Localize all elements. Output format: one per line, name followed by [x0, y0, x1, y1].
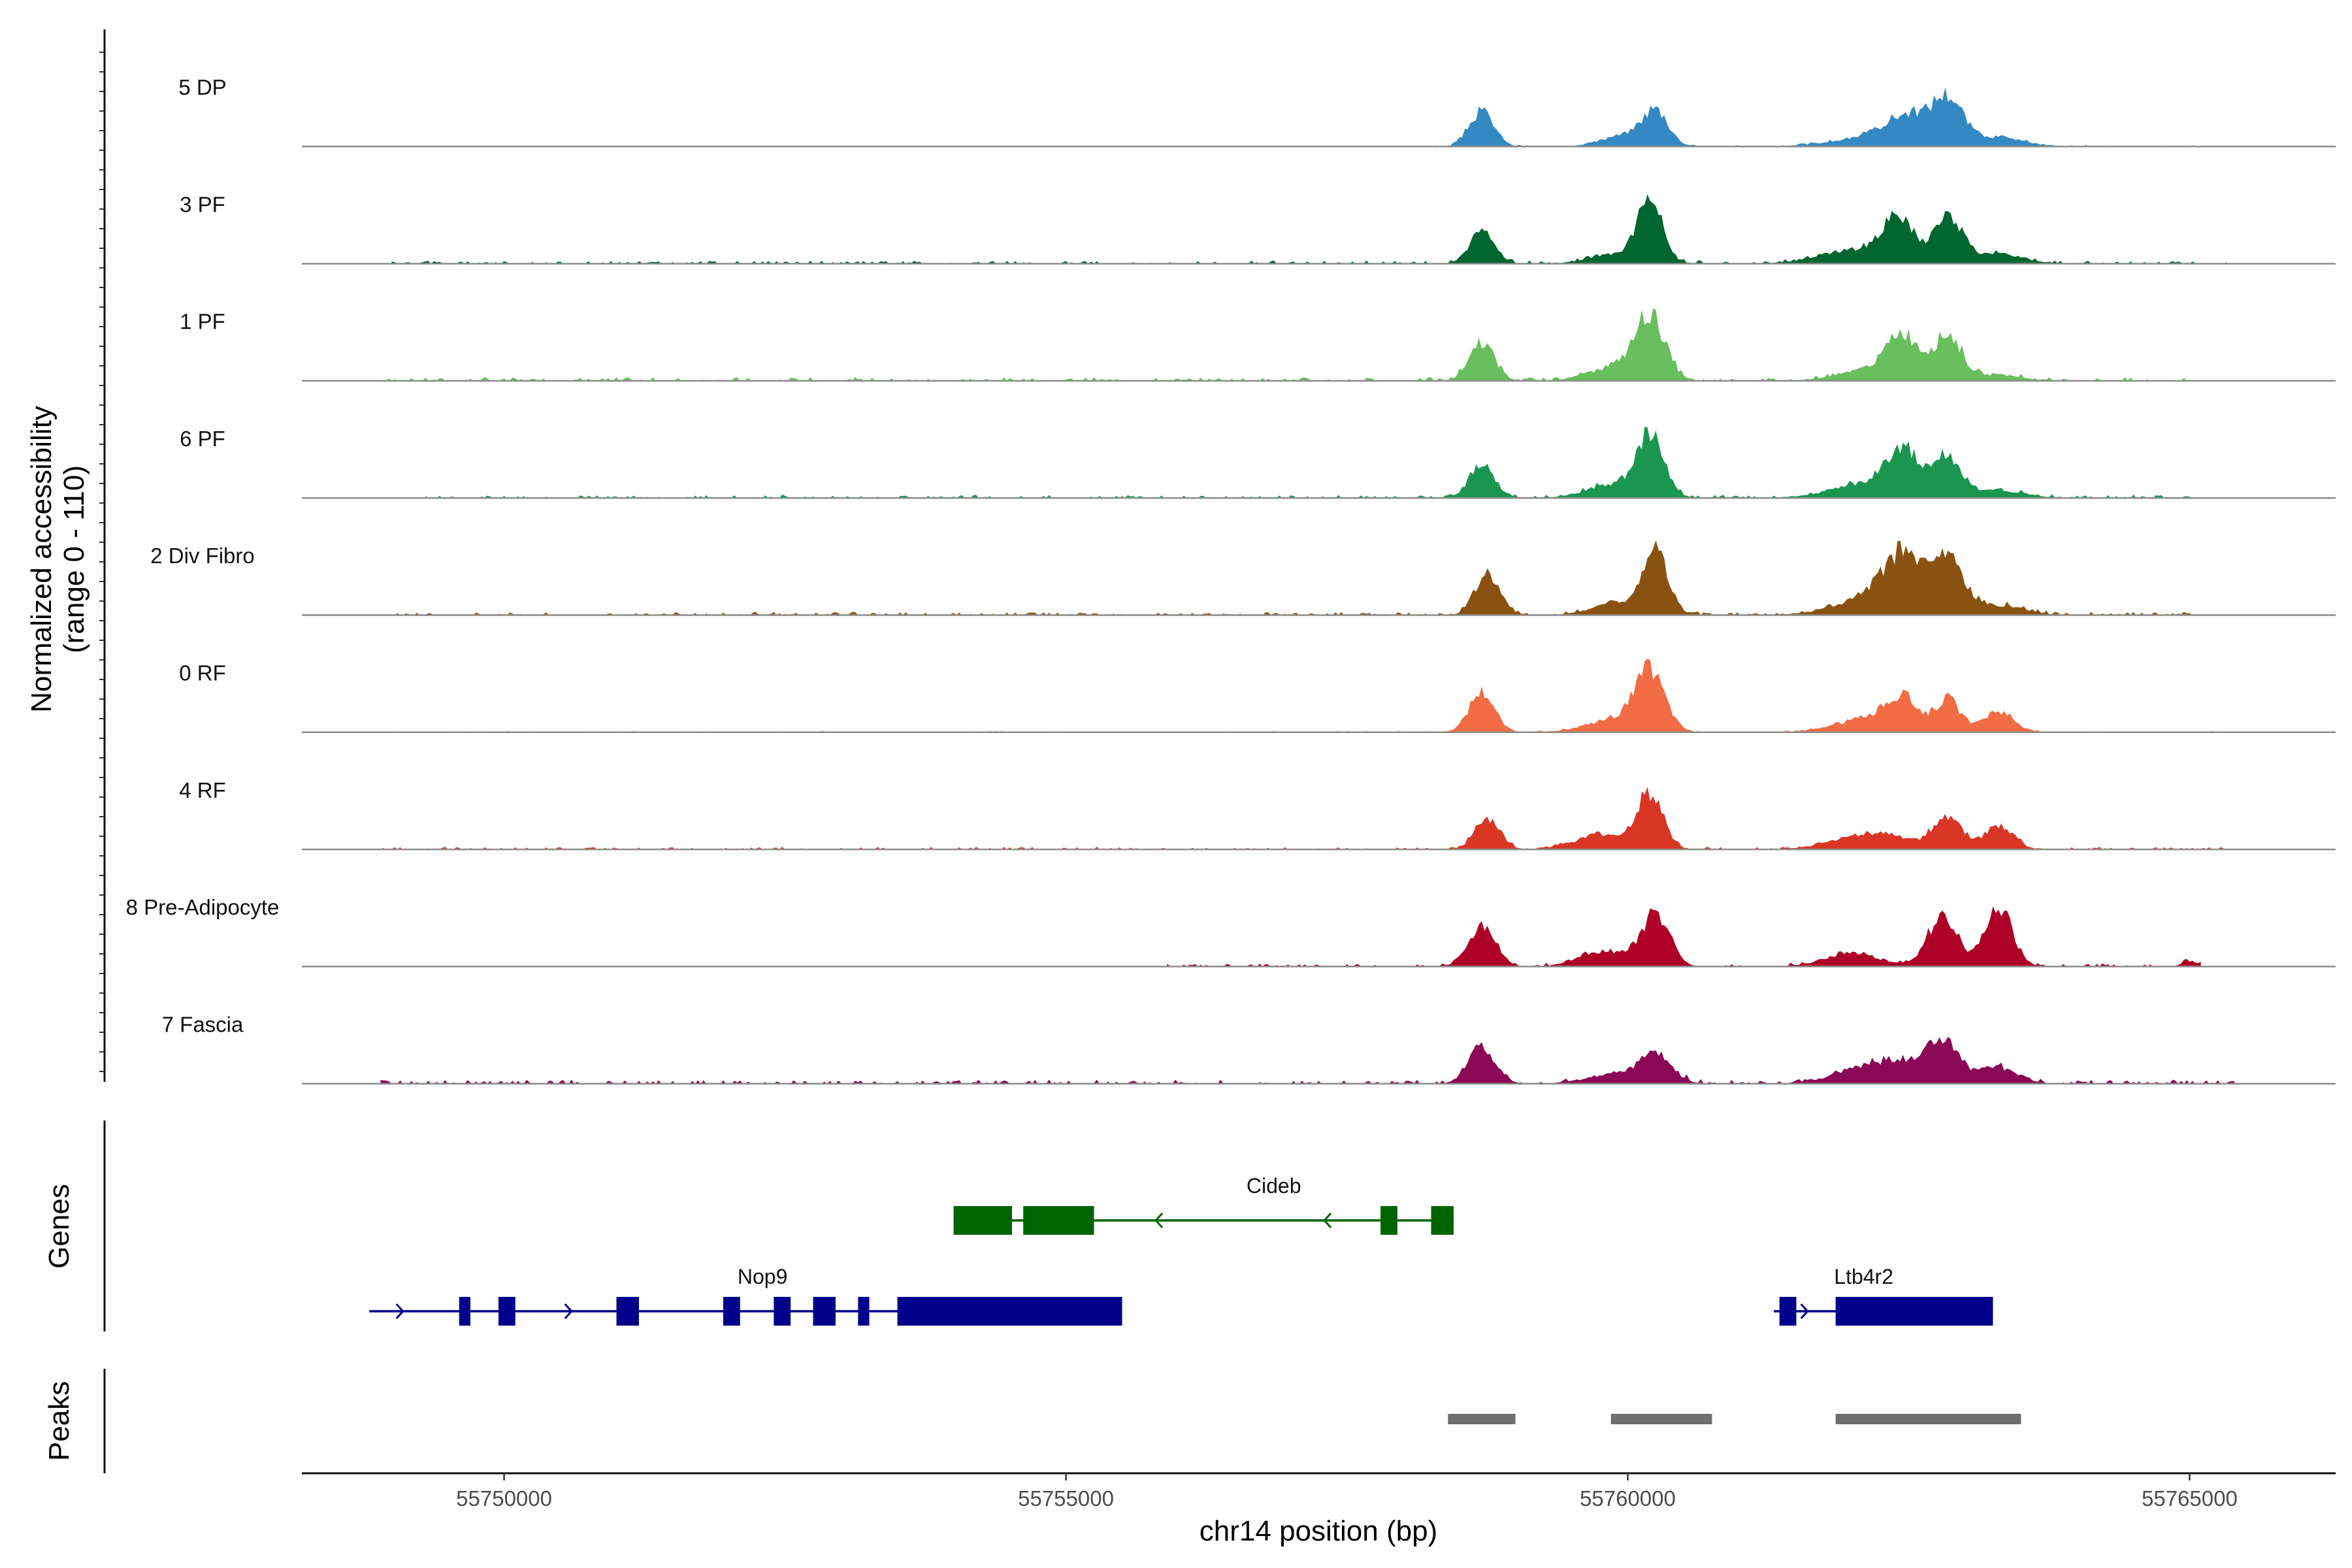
track-1-pf: 1 PF	[180, 308, 2336, 382]
coverage-area	[380, 308, 2201, 381]
track-label: 2 Div Fibro	[150, 544, 255, 568]
gene-label: Nop9	[738, 1265, 788, 1288]
coverage-area	[380, 1037, 2235, 1084]
exon	[813, 1297, 836, 1326]
strand-arrow	[395, 1303, 404, 1320]
track-3-pf: 3 PF	[180, 192, 2336, 265]
exon	[1431, 1206, 1454, 1235]
exon	[459, 1297, 470, 1326]
strand-arrow	[564, 1303, 573, 1320]
track-6-pf: 6 PF	[180, 427, 2336, 499]
peak-region	[1448, 1414, 1516, 1424]
y-axis-ticks	[99, 52, 105, 1072]
coverage-area	[391, 540, 2212, 615]
x-axis-title: chr14 position (bp)	[1200, 1515, 1437, 1547]
x-tick-label: 55760000	[1580, 1486, 1676, 1511]
peak-region	[1835, 1414, 2021, 1424]
coverage-tracks: 5 DP 3 PF 1 PF 6 PF 2 Div Fibro 0 RF 4 RF 8 Pre…	[126, 75, 2336, 1085]
track-2-div-fibro: 2 Div Fibro	[150, 540, 2336, 616]
track-label: 8 Pre-Adipocyte	[126, 895, 280, 919]
y-axis-title-line-2: (range 0 - 110)	[58, 465, 90, 653]
exon	[1023, 1206, 1094, 1235]
coverage-area	[1167, 906, 2201, 967]
track-label: 3 PF	[180, 192, 225, 216]
track-8-pre-adipocyte: 8 Pre-Adipocyte	[126, 895, 2336, 968]
gene-nop9: Nop9	[369, 1265, 1122, 1326]
x-axis-ticks: 55750000 55755000 55760000 55765000	[456, 1473, 2238, 1511]
strand-arrow	[1800, 1303, 1809, 1320]
exon	[498, 1297, 515, 1326]
x-tick-label: 55755000	[1018, 1486, 1114, 1511]
track-label: 7 Fascia	[162, 1012, 244, 1036]
track-label: 6 PF	[180, 427, 225, 451]
exon	[858, 1297, 870, 1326]
coverage-area	[391, 194, 2235, 264]
gene-label: Ltb4r2	[1834, 1265, 1893, 1288]
coverage-area	[380, 787, 2224, 850]
x-tick-label: 55750000	[456, 1486, 552, 1511]
strand-arrow	[1323, 1212, 1332, 1229]
track-label: 4 RF	[179, 778, 226, 802]
exon	[723, 1297, 740, 1326]
track-5-dp: 5 DP	[178, 75, 2336, 148]
track-4-rf: 4 RF	[179, 778, 2336, 851]
gene-label: Cideb	[1247, 1174, 1301, 1198]
exon	[897, 1297, 1122, 1326]
x-tick-label: 55765000	[2142, 1486, 2238, 1511]
peak-region	[1610, 1414, 1712, 1424]
gene-cideb: Cideb	[953, 1174, 1454, 1235]
gene-annotations: Cideb Nop9 Ltb4r2	[369, 1174, 1993, 1326]
peaks-panel-title: Peaks	[43, 1381, 75, 1461]
gene-ltb4r2: Ltb4r2	[1774, 1265, 1993, 1326]
track-label: 5 DP	[178, 75, 226, 99]
coverage-area	[380, 659, 2235, 732]
track-0-rf: 0 RF	[179, 659, 2336, 734]
exon	[1779, 1297, 1797, 1326]
y-axis-title-line-1: Normalized accessibility	[25, 406, 57, 712]
coverage-area	[1380, 87, 2201, 147]
strand-arrow	[1154, 1212, 1164, 1229]
exon	[1835, 1297, 1993, 1326]
peak-regions	[1448, 1414, 2021, 1424]
exon	[774, 1297, 791, 1326]
track-7-fascia: 7 Fascia	[162, 1012, 2336, 1085]
track-label: 0 RF	[179, 661, 226, 685]
genes-panel-title: Genes	[43, 1184, 75, 1269]
track-label: 1 PF	[180, 310, 225, 334]
exon	[616, 1297, 639, 1326]
exon	[953, 1206, 1012, 1235]
exon	[1380, 1206, 1397, 1235]
coverage-area	[425, 427, 2201, 498]
